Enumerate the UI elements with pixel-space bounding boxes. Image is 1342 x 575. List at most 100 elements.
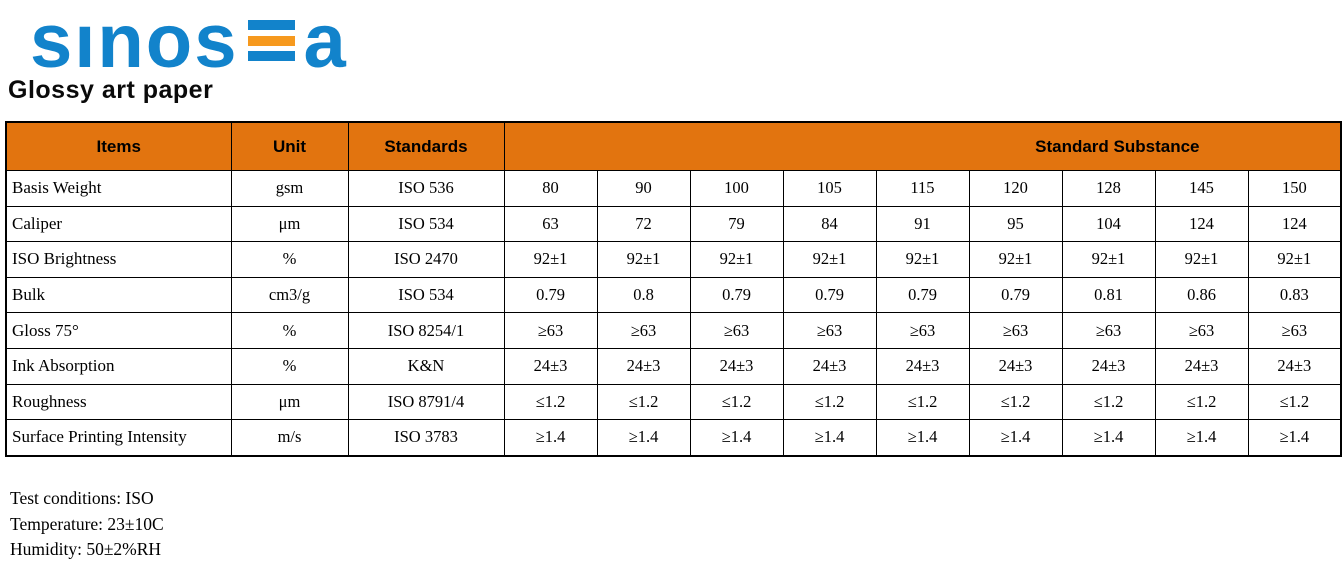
header-row: Items Unit Standards Standard Substance — [5, 121, 1342, 171]
value-cell: ≥1.4 — [1154, 419, 1249, 457]
value-cell: ≥1.4 — [875, 419, 970, 457]
value-cell: 24±3 — [503, 347, 598, 385]
logo-text-left: sınos — [30, 0, 239, 84]
logo-bar-bottom — [247, 51, 295, 61]
standard-cell: K&N — [347, 347, 505, 385]
value-cell: 0.79 — [875, 276, 970, 314]
spec-table-header: Items Unit Standards Standard Substance — [5, 121, 1342, 171]
footer-line: Test conditions: ISO — [10, 488, 154, 508]
unit-cell: μm — [230, 383, 349, 421]
value-cell: 0.79 — [968, 276, 1063, 314]
item-cell: Bulk — [5, 276, 232, 314]
standard-cell: ISO 8254/1 — [347, 312, 505, 349]
logo-bar-middle-orange — [247, 35, 295, 46]
unit-cell: % — [230, 347, 349, 385]
value-cell: 92±1 — [503, 241, 598, 278]
table-row: Roughness μm ISO 8791/4 ≤1.2 ≤1.2 ≤1.2 ≤1.2 ≤1.… — [5, 383, 1342, 421]
value-cell: 0.86 — [1154, 276, 1249, 314]
value-cell: 80 — [503, 170, 598, 207]
standard-cell: ISO 536 — [347, 170, 505, 207]
value-cell: ≥63 — [968, 312, 1063, 349]
value-cell: ≤1.2 — [875, 383, 970, 421]
logo-bar-top — [247, 20, 295, 30]
spec-table: Items Unit Standards Standard Substance … — [5, 121, 1342, 457]
value-cell: ≤1.2 — [1247, 383, 1342, 421]
value-cell: 100 — [689, 170, 784, 207]
value-cell: 91 — [875, 205, 970, 243]
table-row: Ink Absorption% K&N 24±3 24±3 24±3 24±3 24±3 24… — [5, 347, 1342, 385]
table-row: ISO Brightness% ISO 2470 92±1 92±1 92±1 92±1 9… — [5, 241, 1342, 278]
unit-cell: % — [230, 312, 349, 349]
value-cell: ≥63 — [875, 312, 970, 349]
item-cell: Roughness — [5, 383, 232, 421]
value-cell: 24±3 — [1154, 347, 1249, 385]
value-cell: ≥1.4 — [968, 419, 1063, 457]
value-cell: ≥63 — [1061, 312, 1156, 349]
value-cell: 145 — [1154, 170, 1249, 207]
value-cell: ≤1.2 — [968, 383, 1063, 421]
table-row: Gloss 75°% ISO 8254/1 ≥63 ≥63 ≥63 ≥63 ≥63 ≥63 ≥6… — [5, 312, 1342, 349]
unit-cell: gsm — [230, 170, 349, 207]
value-cell: 124 — [1247, 205, 1342, 243]
value-cell: 128 — [1061, 170, 1156, 207]
value-cell: 95 — [968, 205, 1063, 243]
value-cell: 24±3 — [968, 347, 1063, 385]
value-cell: ≤1.2 — [782, 383, 877, 421]
test-conditions-block: Test conditions: ISO Temperature: 23±10C H… — [10, 486, 164, 563]
value-cell: 120 — [968, 170, 1063, 207]
value-cell: 79 — [689, 205, 784, 243]
value-cell: ≥63 — [782, 312, 877, 349]
value-cell: 150 — [1247, 170, 1342, 207]
standard-cell: ISO 2470 — [347, 241, 505, 278]
col-header-items: Items — [5, 121, 232, 171]
value-cell: 24±3 — [1247, 347, 1342, 385]
item-cell: Caliper — [5, 205, 232, 243]
unit-cell: cm3/g — [230, 276, 349, 314]
value-cell: 84 — [782, 205, 877, 243]
value-cell: 115 — [875, 170, 970, 207]
value-cell: ≥63 — [1154, 312, 1249, 349]
value-cell: ≤1.2 — [689, 383, 784, 421]
value-cell: ≥1.4 — [782, 419, 877, 457]
value-cell: 0.79 — [689, 276, 784, 314]
table-row: Basis Weight gsm ISO 536 80 90 100 105 115 120 12… — [5, 170, 1342, 207]
value-cell: 0.81 — [1061, 276, 1156, 314]
footer-line: Humidity: 50±2%RH — [10, 539, 162, 559]
value-cell: 0.79 — [782, 276, 877, 314]
standard-cell: ISO 8791/4 — [347, 383, 505, 421]
unit-cell: m/s — [230, 419, 349, 457]
spec-table-body: Basis Weight gsm ISO 536 80 90 100 105 115 120 12… — [5, 170, 1342, 457]
value-cell: 90 — [596, 170, 691, 207]
unit-cell: μm — [230, 205, 349, 243]
col-header-unit: Unit — [230, 121, 349, 171]
value-cell: 0.79 — [503, 276, 598, 314]
value-cell: 92±1 — [875, 241, 970, 278]
table-row: Bulk cm3/g ISO 534 0.79 0.8 0.79 0.79 0.79 0.79 0… — [5, 276, 1342, 314]
value-cell: 104 — [1061, 205, 1156, 243]
value-cell: 24±3 — [689, 347, 784, 385]
item-cell: Ink Absorption — [5, 347, 232, 385]
page-title: Glossy art paper — [8, 76, 214, 104]
value-cell: 92±1 — [968, 241, 1063, 278]
value-cell: ≥1.4 — [689, 419, 784, 457]
col-header-standards: Standards — [347, 121, 505, 171]
value-cell: 92±1 — [1154, 241, 1249, 278]
sinosea-logo: sınos a — [30, 0, 348, 84]
item-cell: Surface Printing Intensity — [5, 419, 232, 457]
value-cell: ≤1.2 — [503, 383, 598, 421]
standard-cell: ISO 534 — [347, 205, 505, 243]
value-cell: ≥1.4 — [1061, 419, 1156, 457]
footer-line: Temperature: 23±10C — [10, 513, 164, 534]
logo-letter-e-icon — [247, 20, 295, 61]
col-header-standard-substance: Standard Substance — [503, 121, 1342, 171]
value-cell: 92±1 — [1247, 241, 1342, 278]
table-row: Caliper μm ISO 534 63 72 79 84 91 95 104 124 124 — [5, 205, 1342, 243]
unit-cell: % — [230, 241, 349, 278]
value-cell: ≥63 — [689, 312, 784, 349]
standard-cell: ISO 3783 — [347, 419, 505, 457]
table-row: Surface Printing Intensity m/s ISO 3783 ≥1.… — [5, 419, 1342, 457]
value-cell: ≥63 — [503, 312, 598, 349]
value-cell: 24±3 — [875, 347, 970, 385]
value-cell: 24±3 — [1061, 347, 1156, 385]
item-cell: Gloss 75° — [5, 312, 232, 349]
